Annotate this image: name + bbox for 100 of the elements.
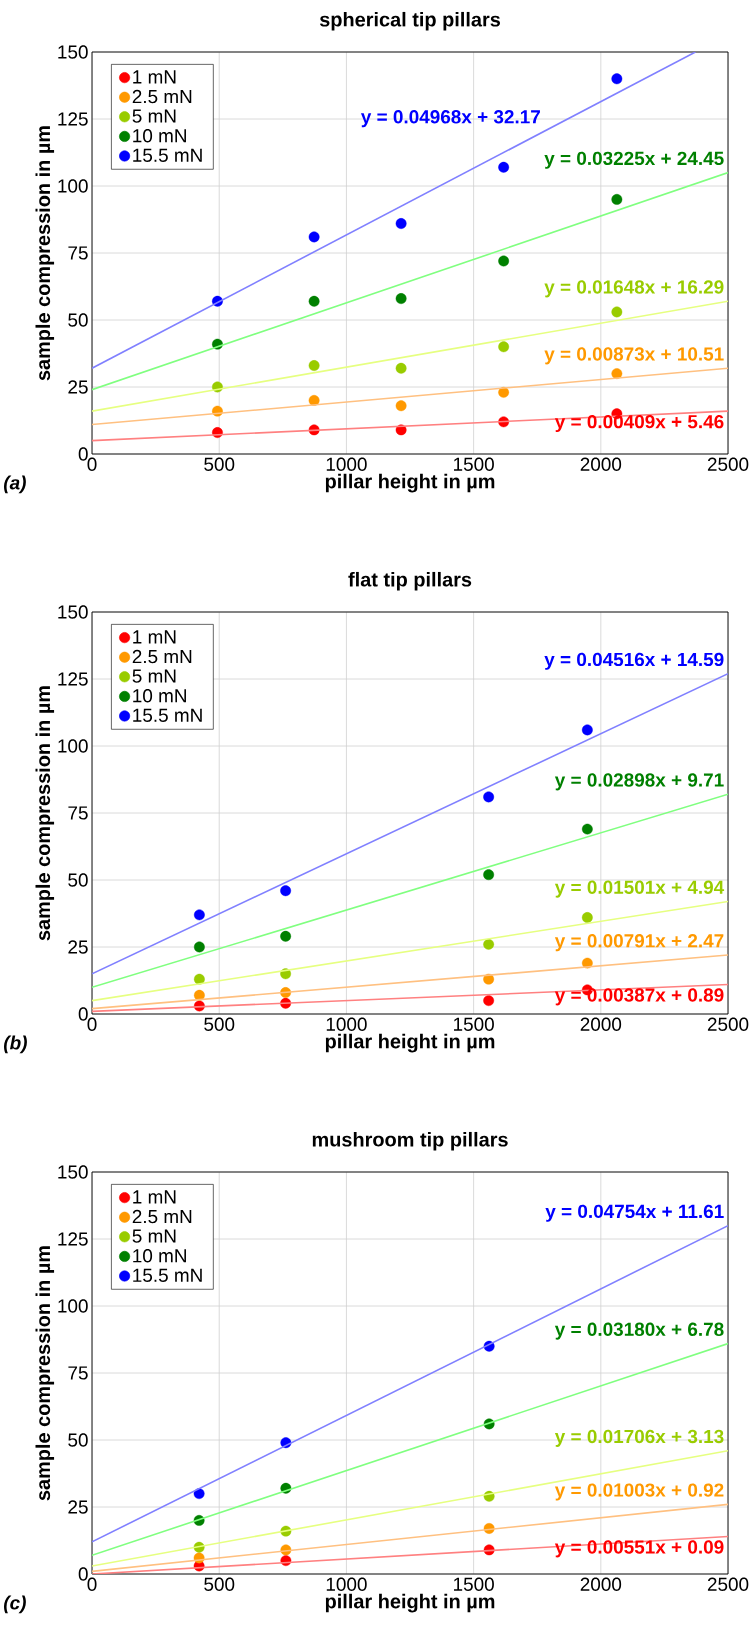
x-tick-label: 1500	[454, 1577, 494, 1591]
annotation: y = 0.00791x + 2.47	[554, 934, 724, 952]
legend-label: 2.5 mN	[132, 649, 192, 664]
annotation: y = 0.01501x + 4.94	[554, 880, 725, 898]
x-tick-label: 2000	[580, 1017, 622, 1031]
x-tick-label: 1500	[454, 457, 494, 471]
x-axis-title: pillar height in µm	[325, 1593, 495, 1613]
y-axis-title: sample compression in µm	[35, 1246, 55, 1501]
y-tick-label: 25	[68, 1500, 88, 1514]
y-tick-label: 25	[68, 940, 88, 954]
legend-label: 2.5 mN	[132, 1209, 192, 1224]
legend-label: 5 mN	[132, 669, 176, 683]
text: (b)	[4, 1035, 27, 1054]
x-tick-label: 0	[87, 1017, 97, 1031]
annotation: y = 0.01706x + 3.13	[554, 1429, 724, 1447]
legend-label: 10 mN	[133, 689, 186, 703]
x-axis-title: pillar height in µm	[325, 1033, 495, 1053]
point	[611, 306, 623, 318]
point	[498, 161, 510, 173]
x-tick-label: 2500	[707, 1577, 749, 1591]
y-axis-title: sample compression in µm	[35, 686, 55, 941]
point	[483, 791, 495, 803]
y-axis-title: sample compression in µm	[35, 126, 55, 381]
annotation: y = 0.00551x + 0.09	[554, 1540, 724, 1558]
point	[308, 295, 320, 307]
annotation: y = 0.04754x + 11.61	[545, 1204, 724, 1222]
x-tick-label: 500	[204, 1577, 235, 1591]
legend-label: 5 mN	[132, 1229, 176, 1243]
annotation: y = 0.00387x + 0.89	[554, 988, 724, 1006]
x-tick-label: 0	[87, 1577, 97, 1591]
legend-label: 10 mN	[133, 129, 186, 143]
y-tick-label: 100	[58, 739, 88, 753]
x-tick-label: 1000	[326, 457, 367, 471]
y-tick-label: 75	[68, 806, 88, 820]
point	[611, 73, 623, 85]
x-tick-label: 2000	[580, 1577, 622, 1591]
y-tick-label: 50	[68, 313, 88, 327]
point	[193, 909, 205, 921]
point	[308, 231, 320, 243]
legend-label: 2.5 mN	[132, 89, 192, 104]
point	[498, 341, 510, 353]
chart-title: mushroom tip pillars	[312, 1131, 508, 1151]
x-tick-label: 500	[204, 457, 235, 471]
y-tick-label: 125	[58, 1232, 88, 1246]
x-tick-label: 1000	[326, 1577, 367, 1591]
annotation: y = 0.02898x + 9.71	[554, 773, 724, 791]
x-tick-label: 1500	[454, 1017, 494, 1031]
point	[280, 885, 292, 897]
x-tick-label: 0	[87, 457, 97, 471]
annotation: y = 0.04516x + 14.59	[544, 652, 724, 670]
annotation: y = 0.03180x + 6.78	[554, 1322, 724, 1340]
point	[395, 400, 407, 412]
point	[308, 360, 320, 371]
y-tick-label: 75	[68, 1366, 88, 1380]
point	[193, 973, 205, 985]
y-tick-label: 150	[58, 605, 88, 619]
y-tick-label: 150	[58, 1165, 88, 1179]
y-tick-label: 125	[58, 672, 88, 686]
point	[581, 724, 593, 736]
y-tick-label: 25	[68, 380, 88, 394]
chart-title: spherical tip pillars	[319, 11, 501, 31]
point	[395, 293, 407, 304]
x-tick-label: 2000	[580, 457, 622, 471]
x-tick-label: 500	[204, 1017, 235, 1031]
legend-label: 5 mN	[132, 109, 176, 123]
annotation: y = 0.01648x + 16.29	[544, 280, 724, 298]
point	[395, 362, 407, 374]
point	[483, 995, 495, 1007]
legend-label: 1 mN	[133, 630, 176, 644]
x-axis-title: pillar height in µm	[325, 473, 495, 493]
x-tick-label: 2500	[707, 457, 749, 471]
y-tick-label: 0	[78, 1007, 88, 1021]
point	[193, 1488, 205, 1500]
point	[483, 938, 495, 950]
legend-label: 1 mN	[133, 1190, 176, 1204]
point	[280, 930, 292, 942]
annotation: y = 0.00873x + 10.51	[544, 347, 724, 365]
y-tick-label: 150	[58, 45, 88, 59]
annotation: y = 0.03225x + 24.45	[544, 151, 724, 169]
y-tick-label: 100	[58, 1299, 88, 1313]
point	[193, 941, 205, 953]
annotation: y = 0.00409x + 5.46	[554, 414, 724, 433]
y-tick-label: 0	[78, 447, 88, 461]
legend-label: 15.5 mN	[133, 1268, 202, 1282]
annotation: y = 0.01003x + 0.92	[554, 1483, 724, 1501]
x-tick-label: 1000	[326, 1017, 367, 1031]
y-tick-label: 0	[78, 1567, 88, 1581]
chart-title: flat tip pillars	[348, 571, 472, 591]
y-tick-label: 100	[58, 179, 88, 193]
y-tick-label: 50	[68, 1433, 88, 1447]
y-tick-label: 50	[68, 873, 88, 887]
point	[483, 869, 495, 881]
point	[395, 218, 407, 229]
text: (c)	[4, 1595, 26, 1614]
point	[581, 912, 593, 923]
y-tick-label: 125	[58, 112, 88, 126]
legend-label: 10 mN	[133, 1249, 186, 1263]
legend-label: 15.5 mN	[133, 148, 202, 162]
text: (a)	[4, 475, 26, 494]
y-tick-label: 75	[68, 246, 88, 260]
